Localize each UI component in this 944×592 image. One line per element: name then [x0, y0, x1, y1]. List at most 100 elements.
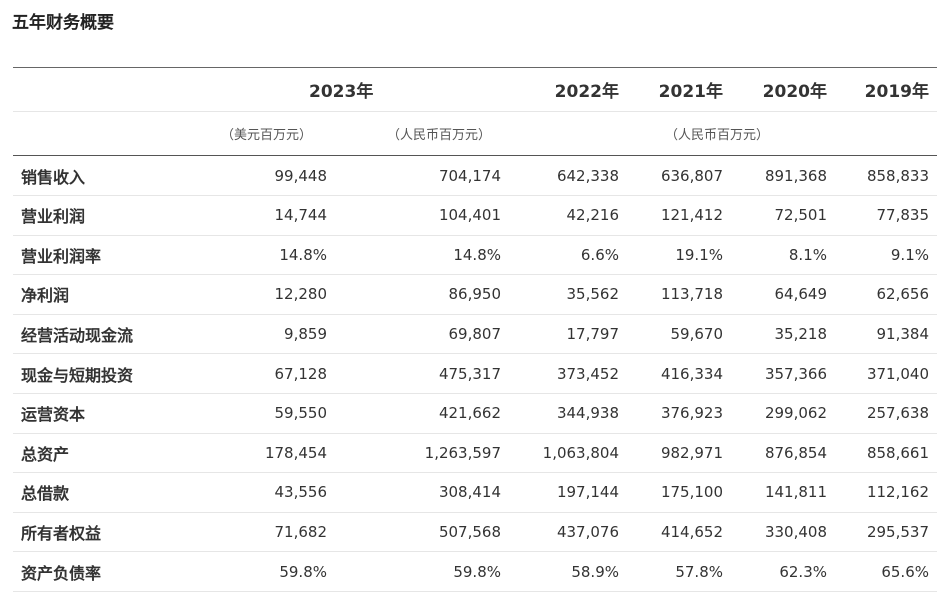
row-value: 59,550 — [274, 404, 328, 423]
row-value: 642,338 — [556, 166, 619, 185]
row-value: 295,537 — [866, 522, 929, 541]
table-row: 运营资本 59,550 421,662 344,938 376,923 299,062 25… — [13, 394, 937, 434]
row-label: 资产负债率 — [21, 563, 102, 583]
year-header-2022: 2022年 — [554, 82, 619, 102]
row-label: 经营活动现金流 — [21, 325, 134, 345]
row-value: 858,833 — [866, 166, 929, 185]
row-value: 891,368 — [764, 166, 827, 185]
year-header-2021: 2021年 — [658, 82, 723, 102]
row-value: 19.1% — [675, 245, 723, 264]
table-row: 总借款 43,556 308,414 197,144 175,100 141,811 112… — [13, 473, 937, 513]
row-value: 357,366 — [764, 364, 827, 383]
row-value: 72,501 — [774, 206, 828, 225]
row-value: 507,568 — [438, 522, 501, 541]
row-value: 982,971 — [660, 443, 723, 462]
table-row: 资产负债率 59.8% 59.8% 58.9% 57.8% 62.3% 65.6% — [13, 552, 937, 592]
row-value: 6.6% — [580, 245, 619, 264]
row-label: 运营资本 — [21, 405, 86, 425]
row-value: 35,562 — [566, 285, 620, 304]
row-value: 71,682 — [274, 522, 328, 541]
row-value: 65.6% — [881, 562, 929, 581]
row-label: 净利润 — [21, 286, 70, 306]
row-value: 12,280 — [274, 285, 328, 304]
row-value: 178,454 — [264, 443, 327, 462]
row-value: 9.1% — [890, 245, 929, 264]
row-value: 197,144 — [556, 483, 619, 502]
row-label: 销售收入 — [21, 167, 86, 187]
unit-header-row: （美元百万元） （人民币百万元） （人民币百万元） — [13, 112, 937, 156]
row-value: 1,063,804 — [542, 443, 619, 462]
row-value: 437,076 — [556, 522, 619, 541]
row-value: 59,670 — [670, 324, 724, 343]
row-label: 营业利润 — [21, 207, 86, 227]
row-value: 91,384 — [876, 324, 930, 343]
row-label: 所有者权益 — [21, 523, 102, 543]
row-value: 858,661 — [866, 443, 929, 462]
row-value: 421,662 — [438, 404, 501, 423]
year-header-2023: 2023年 — [309, 82, 374, 102]
table-row: 净利润 12,280 86,950 35,562 113,718 64,649 62,656 — [13, 275, 937, 315]
row-label: 总资产 — [21, 444, 70, 464]
table-row: 经营活动现金流 9,859 69,807 17,797 59,670 35,218 91,3… — [13, 314, 937, 355]
row-value: 69,807 — [448, 324, 502, 343]
row-value: 257,638 — [866, 404, 929, 423]
year-header-2020: 2020年 — [762, 82, 827, 102]
row-value: 141,811 — [764, 483, 827, 502]
page-title: 五年财务概要 — [12, 13, 114, 33]
table-row: 营业利润 14,744 104,401 42,216 121,412 72,501 77,8… — [13, 196, 937, 236]
row-value: 62.3% — [779, 562, 827, 581]
row-value: 77,835 — [876, 206, 930, 225]
year-header-row: 2023年 2022年 2021年 2020年 2019年 — [13, 68, 937, 112]
row-value: 121,412 — [660, 206, 723, 225]
year-header-2019: 2019年 — [864, 82, 929, 102]
unit-usd: （美元百万元） — [221, 128, 313, 143]
row-value: 86,950 — [448, 285, 502, 304]
row-label: 现金与短期投资 — [21, 365, 134, 385]
unit-rmb-prior-years: （人民币百万元） — [665, 128, 770, 143]
row-value: 175,100 — [660, 483, 723, 502]
row-value: 1,263,597 — [424, 443, 501, 462]
row-value: 371,040 — [866, 364, 929, 383]
row-value: 344,938 — [556, 404, 619, 423]
table-row: 总资产 178,454 1,263,597 1,063,804 982,971 876,8… — [13, 433, 937, 474]
row-label: 营业利润率 — [21, 246, 102, 266]
row-value: 104,401 — [438, 206, 501, 225]
row-value: 67,128 — [274, 364, 328, 383]
row-label: 总借款 — [21, 484, 70, 504]
row-value: 636,807 — [660, 166, 723, 185]
row-value: 416,334 — [660, 364, 723, 383]
row-value: 113,718 — [660, 285, 723, 304]
row-value: 14.8% — [279, 245, 327, 264]
row-value: 58.9% — [571, 562, 619, 581]
row-value: 475,317 — [438, 364, 501, 383]
row-value: 876,854 — [764, 443, 827, 462]
table-row: 销售收入 99,448 704,174 642,338 636,807 891,368 85… — [13, 156, 937, 196]
row-value: 62,656 — [876, 285, 930, 304]
table-row: 营业利润率 14.8% 14.8% 6.6% 19.1% 8.1% 9.1% — [13, 235, 937, 276]
row-value: 43,556 — [274, 483, 328, 502]
row-value: 17,797 — [566, 324, 620, 343]
row-value: 9,859 — [284, 324, 327, 343]
row-value: 414,652 — [660, 522, 723, 541]
row-value: 57.8% — [675, 562, 723, 581]
unit-rmb-2023: （人民币百万元） — [387, 128, 492, 143]
row-value: 112,162 — [866, 483, 929, 502]
row-value: 59.8% — [279, 562, 327, 581]
table-row: 所有者权益 71,682 507,568 437,076 414,652 330,408 2… — [13, 512, 937, 553]
row-value: 704,174 — [438, 166, 501, 185]
row-value: 64,649 — [774, 285, 828, 304]
row-value: 308,414 — [438, 483, 501, 502]
row-value: 99,448 — [274, 166, 328, 185]
row-value: 59.8% — [453, 562, 501, 581]
row-value: 35,218 — [774, 324, 828, 343]
table-row: 现金与短期投资 67,128 475,317 373,452 416,334 357,36… — [13, 354, 937, 394]
row-value: 42,216 — [566, 206, 620, 225]
row-value: 376,923 — [660, 404, 723, 423]
row-value: 8.1% — [788, 245, 827, 264]
row-value: 14.8% — [453, 245, 501, 264]
table-top-rule — [13, 67, 937, 68]
row-value: 14,744 — [274, 206, 328, 225]
row-value: 299,062 — [764, 404, 827, 423]
row-value: 373,452 — [556, 364, 619, 383]
row-value: 330,408 — [764, 522, 827, 541]
